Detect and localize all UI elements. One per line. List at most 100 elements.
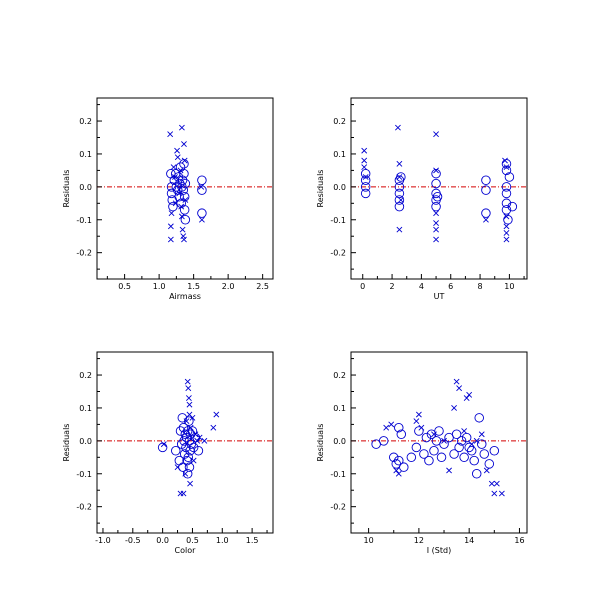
circle-marker: [466, 445, 477, 456]
x-marker: [433, 131, 439, 138]
circle-marker: [178, 185, 189, 195]
y-axis-label: Residuals: [62, 424, 71, 462]
x-marker: [178, 203, 185, 210]
x-marker: [395, 124, 401, 131]
circle-marker: [459, 452, 469, 463]
circle-marker: [411, 442, 422, 453]
circle-marker: [396, 429, 407, 440]
y-tick-label: 0.2: [79, 371, 92, 380]
x-marker: [433, 220, 439, 226]
x-marker: [179, 226, 186, 233]
x-marker: [182, 470, 189, 477]
x-marker: [451, 405, 458, 411]
x-marker: [176, 190, 183, 197]
circle-marker: [388, 452, 399, 463]
circle-marker: [454, 442, 464, 453]
x-marker: [181, 236, 187, 243]
y-tick-label: -0.2: [330, 249, 346, 258]
circle-marker: [193, 445, 204, 456]
circle-marker: [471, 469, 482, 479]
x-tick-label: 0.5: [118, 282, 131, 291]
x-marker: [210, 424, 217, 431]
x-tick-label: 12: [414, 536, 424, 545]
x-marker: [167, 236, 174, 243]
x-marker: [198, 216, 205, 223]
circle-marker: [429, 445, 439, 456]
x-axis-label: Color: [175, 546, 197, 555]
circle-marker: [489, 445, 500, 456]
circle-marker: [501, 182, 512, 192]
x-axis-label: UT: [434, 292, 445, 301]
x-marker: [483, 467, 490, 474]
x-marker: [192, 431, 199, 438]
x-marker: [461, 428, 468, 434]
x-marker: [189, 414, 196, 421]
x-marker: [446, 467, 452, 474]
x-marker: [198, 183, 205, 190]
y-tick-label: -0.1: [330, 470, 346, 479]
circle-marker: [434, 426, 444, 436]
plot-frame: [96, 97, 274, 280]
circle-marker: [184, 462, 195, 472]
circle-marker: [188, 442, 199, 453]
x-marker: [213, 411, 220, 418]
x-marker: [488, 480, 495, 487]
x-marker: [503, 223, 510, 230]
x-marker: [397, 197, 404, 203]
circle-marker: [360, 182, 371, 192]
circle-marker: [183, 452, 194, 463]
y-tick-label: 0.1: [333, 150, 346, 159]
circle-marker: [456, 436, 467, 446]
chart-panel-airmass: 0.5 1.0 1.5 2.0 2.5 -0.2 -0.1 0.0 0.1 0.2 Airmass R…: [62, 97, 274, 301]
x-tick-label: 1.0: [216, 536, 229, 545]
x-marker: [503, 236, 510, 243]
circle-marker: [501, 198, 512, 209]
circle-marker: [474, 413, 484, 423]
x-marker: [185, 385, 192, 392]
x-marker: [185, 395, 192, 401]
x-marker: [493, 480, 500, 487]
x-marker: [433, 226, 439, 233]
x-tick-label: 0: [360, 282, 365, 291]
plot-frame: [96, 351, 274, 534]
circle-marker: [396, 172, 406, 182]
circle-marker: [481, 208, 491, 218]
plot-frame: [350, 97, 528, 280]
circle-marker: [166, 182, 177, 192]
circle-marker: [424, 455, 434, 466]
y-tick-label: -0.1: [330, 216, 346, 225]
y-tick-label: 0.0: [79, 437, 92, 446]
x-marker: [441, 437, 447, 444]
plot-frame: [350, 351, 528, 534]
x-marker: [413, 418, 420, 425]
x-marker: [396, 160, 403, 167]
x-tick-label: -0.5: [125, 536, 141, 545]
x-marker: [415, 411, 422, 418]
x-marker: [180, 490, 187, 497]
circle-marker: [186, 439, 197, 449]
x-tick-label: 2.5: [256, 282, 269, 291]
x-marker: [187, 480, 193, 487]
x-marker: [183, 418, 190, 425]
x-marker: [503, 164, 510, 171]
circle-marker: [421, 432, 432, 443]
x-marker: [181, 141, 187, 147]
x-marker: [502, 157, 508, 164]
x-marker: [182, 197, 189, 203]
circle-marker: [177, 175, 188, 186]
x-tick-label: 1.0: [153, 282, 166, 291]
x-marker: [466, 391, 473, 398]
circle-marker: [419, 449, 429, 459]
circle-marker: [394, 422, 404, 433]
y-tick-label: 0.1: [79, 150, 92, 159]
x-tick-label: 4: [419, 282, 424, 291]
x-marker: [418, 424, 425, 431]
x-marker: [170, 164, 177, 171]
x-marker: [433, 210, 439, 217]
circle-marker: [469, 455, 479, 466]
y-tick-label: -0.1: [76, 470, 92, 479]
y-tick-label: 0.2: [79, 117, 92, 126]
circle-marker: [451, 429, 462, 440]
circle-marker: [439, 439, 449, 449]
x-marker: [433, 167, 439, 174]
